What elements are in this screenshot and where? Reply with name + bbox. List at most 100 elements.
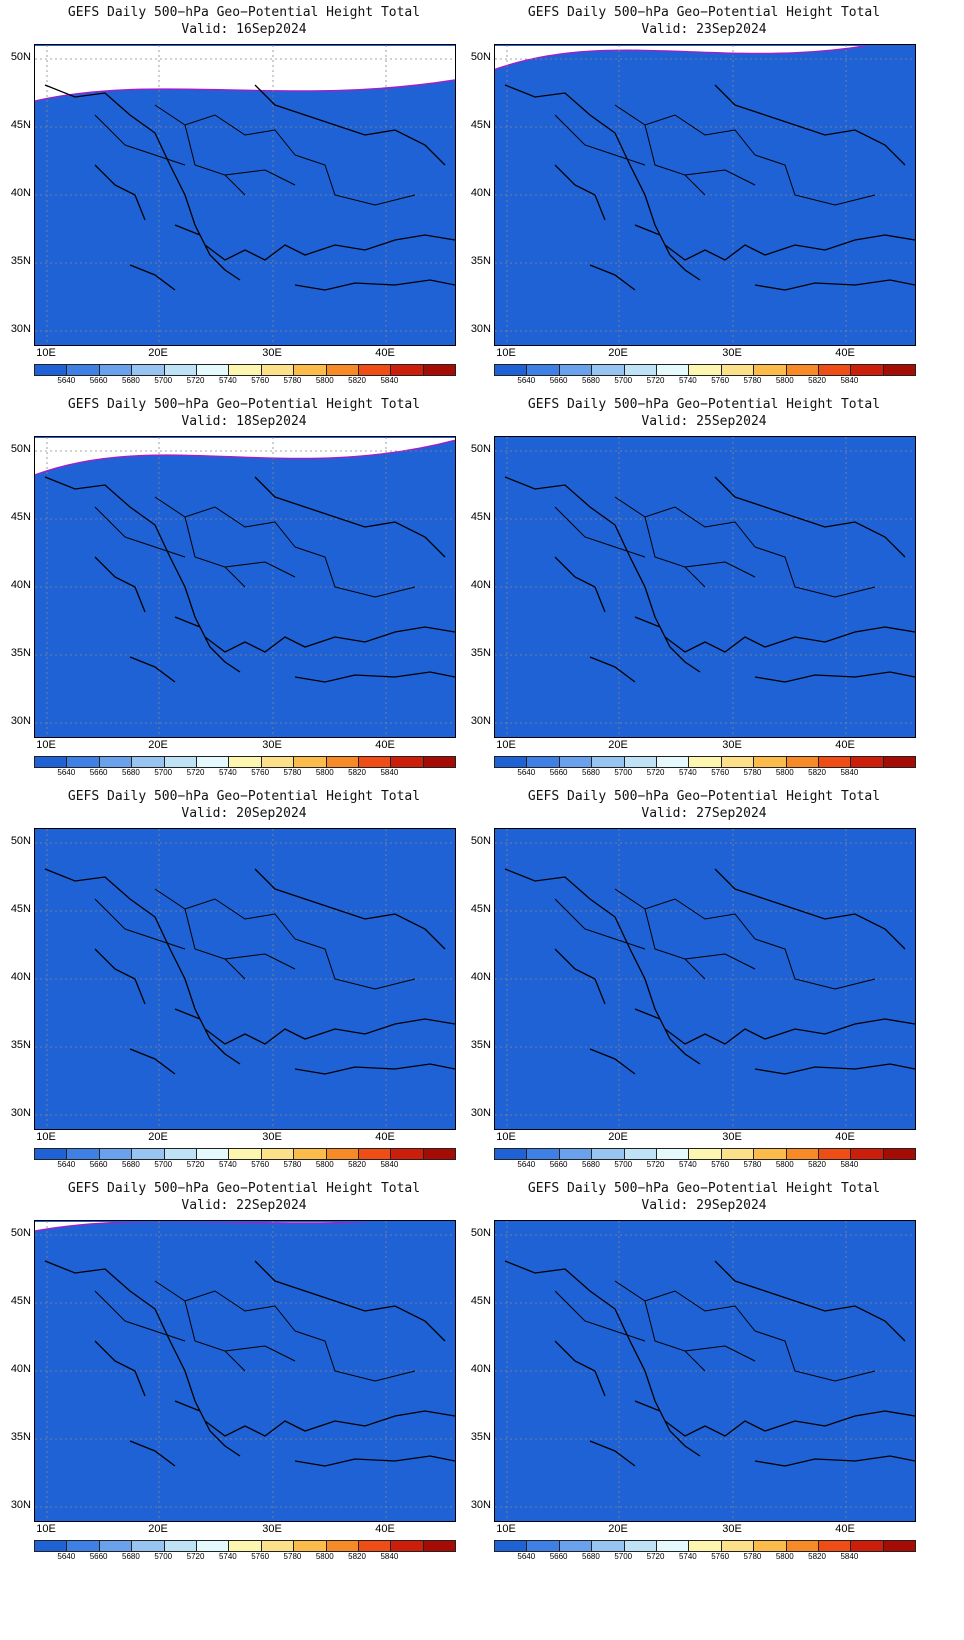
- colorbar-label: 5680: [122, 1160, 140, 1169]
- lon-tick-label: 30E: [262, 347, 282, 359]
- colorbar-swatch: [294, 757, 327, 767]
- colorbar-swatch: [358, 757, 392, 767]
- colorbar-swatch: [786, 1541, 819, 1551]
- panel-valid-date: Valid: 16Sep2024: [181, 22, 307, 37]
- lon-tick-label: 20E: [608, 1131, 628, 1143]
- country-borders: [94, 104, 416, 206]
- lon-tick-label: 20E: [148, 1131, 168, 1143]
- height-field-map: [494, 828, 916, 1130]
- colorbar-label: 5780: [743, 376, 762, 385]
- colorbar-label: 5800: [775, 768, 794, 777]
- lat-tick-label: 45N: [470, 511, 491, 523]
- colorbar-swatch: [391, 1541, 424, 1551]
- lon-tick-label: 40E: [835, 1131, 855, 1143]
- map-panel: GEFS Daily 500−hPa Geo−Potential Height …: [460, 0, 930, 392]
- colorbar-swatch: [391, 365, 424, 375]
- colorbar-swatch: [229, 757, 262, 767]
- panel-valid-date: Valid: 22Sep2024: [181, 1198, 307, 1213]
- lon-tick-label: 40E: [835, 347, 855, 359]
- colorbar-swatch: [423, 365, 456, 375]
- colorbar-label: 5780: [283, 1160, 302, 1169]
- height-band: [35, 80, 455, 345]
- coastline: [44, 476, 455, 683]
- colorbar-swatch: [656, 1541, 690, 1551]
- colorbar-swatch: [358, 1149, 392, 1159]
- colorbar-swatch: [196, 365, 230, 375]
- colorbar-swatch: [656, 757, 690, 767]
- colorbar-label: 5840: [840, 1160, 859, 1169]
- panel-title: GEFS Daily 500−hPa Geo−Potential Height …: [67, 5, 421, 20]
- lat-tick-label: 50N: [470, 51, 491, 63]
- colorbar-swatch: [656, 365, 690, 375]
- colorbar-label: 5760: [711, 376, 730, 385]
- colorbar-swatch: [35, 757, 68, 767]
- lat-tick-label: 45N: [10, 903, 31, 915]
- lon-tick-label: 10E: [36, 347, 56, 359]
- height-field-map: [494, 436, 916, 738]
- colorbar-label: 5840: [380, 376, 399, 385]
- colorbar-swatch: [261, 757, 295, 767]
- colorbar: [34, 364, 456, 376]
- coastline: [504, 84, 915, 291]
- colorbar-label: 5840: [380, 1160, 399, 1169]
- colorbar-swatch: [559, 365, 593, 375]
- colorbar-swatch: [786, 757, 819, 767]
- colorbar-swatch: [294, 365, 327, 375]
- lat-tick-label: 30N: [470, 323, 491, 335]
- lat-tick-label: 35N: [10, 255, 31, 267]
- colorbar-label: 5720: [646, 1160, 665, 1169]
- panel-title: GEFS Daily 500−hPa Geo−Potential Height …: [527, 1181, 881, 1196]
- panel-valid-date: Valid: 18Sep2024: [181, 414, 307, 429]
- colorbar-label: 5680: [582, 1552, 600, 1561]
- colorbar-label: 5640: [517, 1552, 536, 1561]
- coastline: [504, 868, 915, 1075]
- colorbar-swatch: [592, 365, 625, 375]
- lat-tick-label: 35N: [10, 1039, 31, 1051]
- colorbar-label: 5660: [89, 768, 108, 777]
- colorbar-swatch: [132, 365, 165, 375]
- colorbar-swatch: [592, 1149, 625, 1159]
- colorbar-label: 5720: [646, 768, 665, 777]
- colorbar-swatch: [754, 1149, 787, 1159]
- colorbar-swatch: [754, 365, 787, 375]
- colorbar-label: 5740: [218, 376, 237, 385]
- colorbar-swatch: [786, 365, 819, 375]
- lat-tick-label: 35N: [10, 647, 31, 659]
- colorbar-swatch: [851, 1149, 884, 1159]
- lat-tick-label: 50N: [10, 835, 31, 847]
- colorbar-label: 5680: [122, 376, 140, 385]
- colorbar-swatch: [164, 365, 197, 375]
- colorbar-label: 5800: [315, 376, 334, 385]
- colorbar-label: 5720: [186, 768, 205, 777]
- lon-tick-label: 30E: [262, 1131, 282, 1143]
- lon-tick-label: 40E: [835, 739, 855, 751]
- colorbar-label: 5800: [315, 768, 334, 777]
- lon-tick-label: 10E: [36, 739, 56, 751]
- colorbar-swatch: [132, 1541, 165, 1551]
- colorbar-label: 5660: [89, 1552, 108, 1561]
- colorbar-swatch: [689, 365, 722, 375]
- lat-tick-label: 40N: [470, 1363, 491, 1375]
- colorbar-label: 5800: [775, 1160, 794, 1169]
- colorbar-swatch: [423, 757, 456, 767]
- map-panel: GEFS Daily 500−hPa Geo−Potential Height …: [0, 1176, 470, 1568]
- colorbar: [34, 1148, 456, 1160]
- colorbar-swatch: [132, 757, 165, 767]
- colorbar-swatch: [786, 1149, 819, 1159]
- map-panel: GEFS Daily 500−hPa Geo−Potential Height …: [0, 784, 470, 1176]
- colorbar-label: 5720: [186, 1160, 205, 1169]
- lon-tick-label: 30E: [722, 347, 742, 359]
- colorbar-swatch: [721, 365, 755, 375]
- colorbar-swatch: [689, 1149, 722, 1159]
- lat-tick-label: 30N: [10, 1107, 31, 1119]
- lon-tick-label: 40E: [835, 1523, 855, 1535]
- colorbar-swatch: [624, 1149, 657, 1159]
- lat-tick-label: 40N: [470, 971, 491, 983]
- contour-line: [35, 439, 455, 476]
- colorbar-swatch: [754, 1541, 787, 1551]
- height-field-map: [34, 436, 456, 738]
- colorbar-swatch: [294, 1149, 327, 1159]
- country-borders: [94, 888, 416, 990]
- map-panel: GEFS Daily 500−hPa Geo−Potential Height …: [0, 0, 470, 392]
- panel-valid-date: Valid: 23Sep2024: [641, 22, 767, 37]
